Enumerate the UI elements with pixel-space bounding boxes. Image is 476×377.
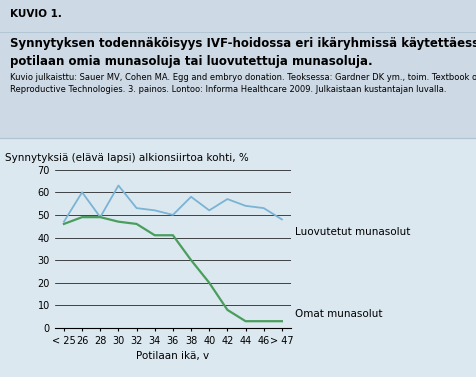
Text: Luovutetut munasolut: Luovutetut munasolut (294, 227, 409, 237)
Text: Omat munasolut: Omat munasolut (294, 309, 381, 319)
Text: KUVIO 1.: KUVIO 1. (10, 9, 62, 20)
Text: Synnytyksen todennäköisyys IVF-hoidossa eri ikäryhmissä käytettäessä: Synnytyksen todennäköisyys IVF-hoidossa … (10, 37, 476, 50)
X-axis label: Potilaan ikä, v: Potilaan ikä, v (136, 351, 209, 361)
Text: Kuvio julkaisttu: Sauer MV, Cohen MA. Egg and embryo donation. Teoksessa: Gardne: Kuvio julkaisttu: Sauer MV, Cohen MA. Eg… (10, 73, 476, 82)
Text: Synnytyksiä (elävä lapsi) alkionsiirtoa kohti, %: Synnytyksiä (elävä lapsi) alkionsiirtoa … (5, 153, 248, 163)
Text: Reproductive Technologies. 3. painos. Lontoo: Informa Healthcare 2009. Julkaista: Reproductive Technologies. 3. painos. Lo… (10, 85, 446, 94)
Text: potilaan omia munasoluja tai luovutettuja munasoluja.: potilaan omia munasoluja tai luovutettuj… (10, 55, 372, 67)
